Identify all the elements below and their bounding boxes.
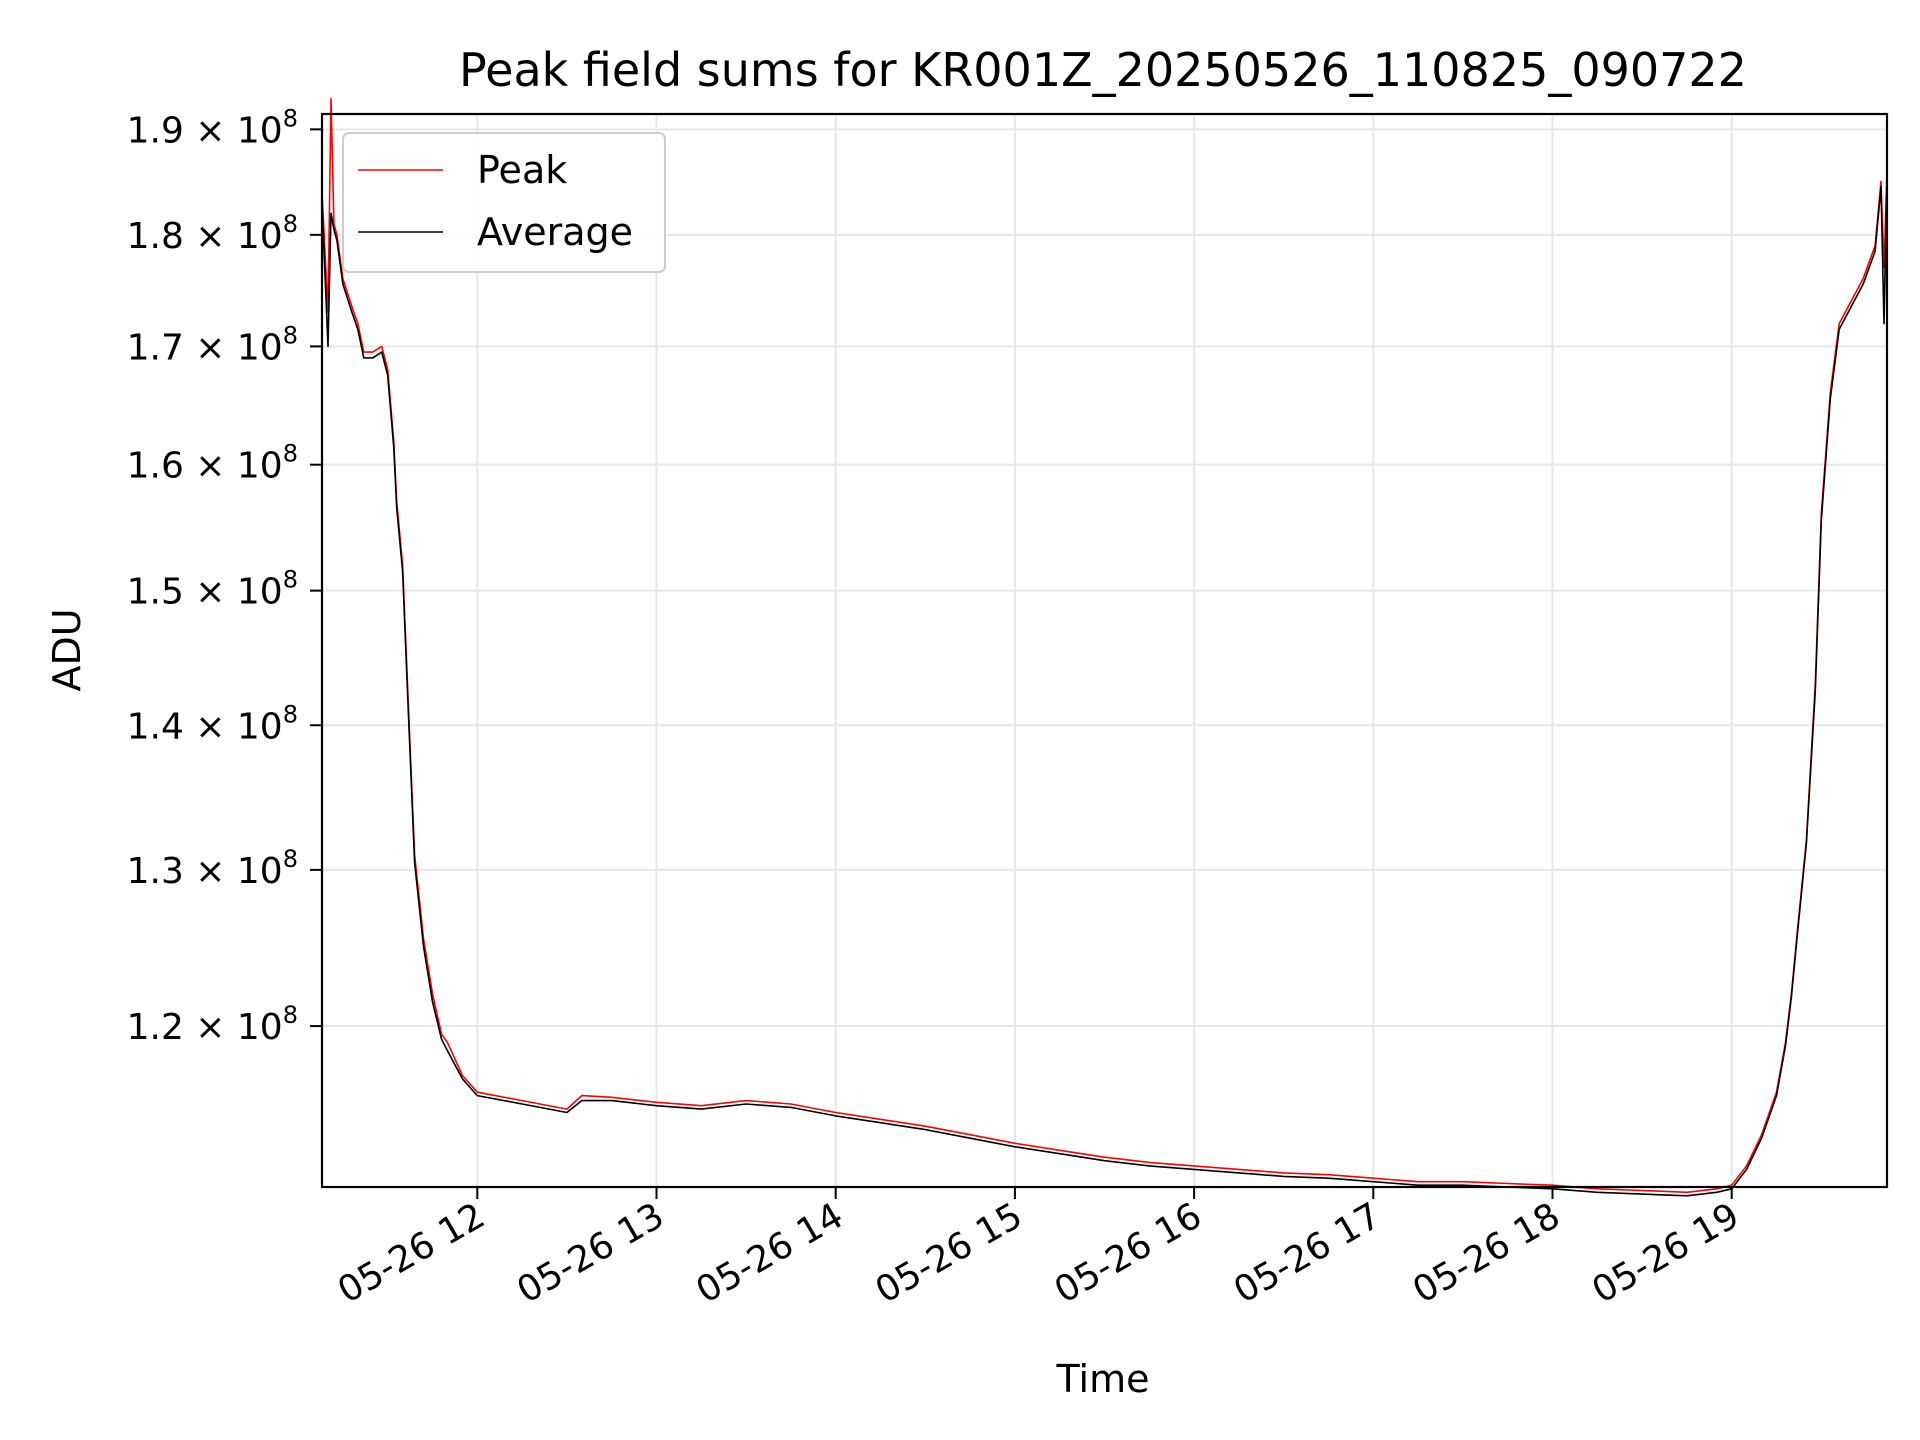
y-axis-label: ADU (45, 608, 89, 691)
y-tick-label: 1.7 × 108 (127, 321, 298, 368)
series-line-average (321, 176, 1888, 1197)
chart-title: Peak field sums for KR001Z_20250526_1108… (459, 43, 1747, 97)
legend-box (342, 132, 666, 273)
y-tick-label: 1.2 × 108 (127, 1001, 298, 1048)
plot-frame (320, 112, 1889, 1189)
legend-label-peak: Peak (477, 148, 567, 192)
gridlines (322, 114, 1887, 1187)
y-tick-label: 1.4 × 108 (127, 700, 298, 747)
y-tick-label: 1.8 × 108 (127, 210, 298, 257)
legend: Peak Average (342, 132, 666, 273)
y-tick-label: 1.6 × 108 (127, 440, 298, 487)
y-tick-label: 1.3 × 108 (127, 845, 298, 892)
y-tick-label: 1.9 × 108 (127, 104, 298, 151)
y-tick-label: 1.5 × 108 (127, 566, 298, 613)
y-axis-ticks: 1.2 × 108 1.3 × 108 1.4 × 108 1.5 × 108 1.6 … (127, 104, 322, 1048)
x-axis-label: Time (1056, 1357, 1150, 1401)
legend-label-average: Average (477, 210, 633, 254)
series-layer (321, 98, 1888, 1197)
